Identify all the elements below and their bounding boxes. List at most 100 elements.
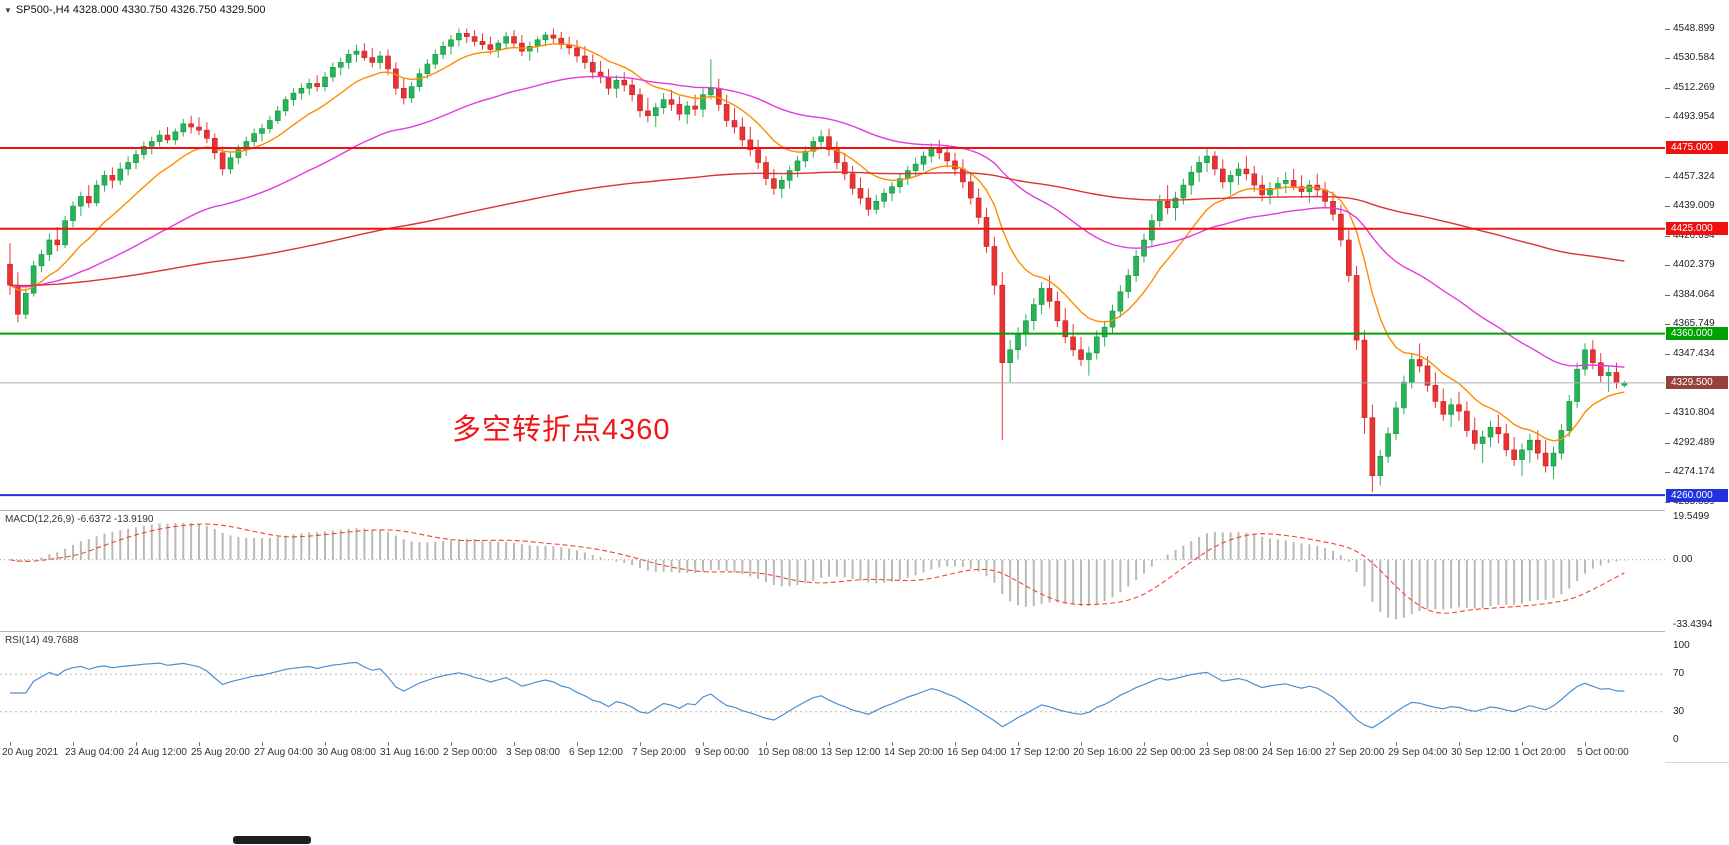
price-axis-tick-label: 4420.694 (1673, 230, 1715, 241)
time-axis-tickmark (1333, 742, 1334, 746)
time-axis[interactable]: 20 Aug 2021 23 Aug 04:00 24 Aug 12:00 25 Au… (0, 742, 1665, 764)
time-axis-tickmark (640, 742, 641, 746)
time-axis-tickmark (1018, 742, 1019, 746)
macd-panel-canvas[interactable] (0, 511, 1665, 631)
macd-axis-tick-label: 0.00 (1673, 554, 1693, 565)
level-badge-4425.000: 4425.000 (1666, 222, 1728, 235)
price-axis-tick-label: 4310.804 (1673, 407, 1715, 418)
macd-label: MACD(12,26,9) -6.6372 -13.9190 (5, 514, 154, 525)
ma-slow-red (9, 171, 1625, 287)
price-axis-tickmark (1665, 177, 1670, 178)
time-axis-label: 20 Aug 2021 (2, 747, 59, 758)
price-axis-tick-label: 4365.749 (1673, 318, 1715, 329)
rsi-axis-tick-label: 30 (1673, 706, 1685, 717)
time-axis-label: 2 Sep 00:00 (443, 747, 497, 758)
time-axis-label: 22 Sep 00:00 (1136, 747, 1196, 758)
time-axis-tickmark (73, 742, 74, 746)
price-axis-tick-label: 4548.899 (1673, 23, 1715, 34)
time-axis-label: 5 Oct 00:00 (1577, 747, 1629, 758)
price-axis-tickmark (1665, 88, 1670, 89)
rsi-panel-canvas[interactable] (0, 632, 1665, 742)
chart-title-bar: ▼ SP500-,H4 4328.000 4330.750 4326.750 4… (4, 3, 265, 17)
level-badge-4475.000: 4475.000 (1666, 141, 1728, 154)
time-axis-tickmark (388, 742, 389, 746)
price-axis-tickmark (1665, 58, 1670, 59)
ma-fast-orange (9, 43, 1625, 442)
price-axis-tick-label: 4530.584 (1673, 52, 1715, 63)
time-axis-label: 29 Sep 04:00 (1388, 747, 1448, 758)
rsi-axis-tick-label: 100 (1673, 640, 1690, 651)
time-axis-tickmark (1144, 742, 1145, 746)
time-axis-label: 20 Sep 16:00 (1073, 747, 1133, 758)
time-axis-tickmark (1207, 742, 1208, 746)
separator-price-macd[interactable] (0, 510, 1729, 511)
price-axis-tick-label: 4512.269 (1673, 82, 1715, 93)
symbol-ohlc-text: SP500-,H4 4328.000 4330.750 4326.750 432… (15, 4, 266, 16)
price-axis-tick-label: 4457.324 (1673, 171, 1715, 182)
price-axis-tickmark (1665, 265, 1670, 266)
price-axis-tickmark (1665, 29, 1670, 30)
time-axis-tickmark (829, 742, 830, 746)
macd-signal-line (9, 523, 1625, 614)
time-axis-tickmark (892, 742, 893, 746)
price-axis-tick-label: 4347.434 (1673, 348, 1715, 359)
time-axis-label: 27 Sep 20:00 (1325, 747, 1385, 758)
level-badge-4360.000: 4360.000 (1666, 327, 1728, 340)
time-axis-tickmark (1585, 742, 1586, 746)
price-chart-canvas[interactable] (0, 0, 1665, 510)
time-axis-label: 17 Sep 12:00 (1010, 747, 1070, 758)
rsi-line (10, 661, 1625, 729)
time-axis-tickmark (451, 742, 452, 746)
time-axis-label: 9 Sep 00:00 (695, 747, 749, 758)
price-axis-tickmark (1665, 324, 1670, 325)
candles-layer (7, 28, 1628, 492)
price-axis-tickmark (1665, 472, 1670, 473)
time-axis-label: 23 Sep 08:00 (1199, 747, 1259, 758)
time-axis-tickmark (136, 742, 137, 746)
time-axis-label: 27 Aug 04:00 (254, 747, 313, 758)
price-axis-tick-label: 4493.954 (1673, 111, 1715, 122)
time-axis-tickmark (955, 742, 956, 746)
price-axis-tickmark (1665, 502, 1670, 503)
time-axis-label: 23 Aug 04:00 (65, 747, 124, 758)
time-axis-tickmark (199, 742, 200, 746)
ma-mid-magenta (9, 75, 1625, 368)
price-axis-tick-label: 4292.489 (1673, 437, 1715, 448)
bottom-scrollbar-thumb[interactable] (233, 836, 311, 844)
symbol-dropdown-icon[interactable]: ▼ (4, 5, 12, 15)
time-axis-label: 24 Aug 12:00 (128, 747, 187, 758)
time-axis-label: 1 Oct 20:00 (1514, 747, 1566, 758)
time-axis-tickmark (577, 742, 578, 746)
price-axis-tickmark (1665, 354, 1670, 355)
time-axis-label: 31 Aug 16:00 (380, 747, 439, 758)
time-axis-label: 13 Sep 12:00 (821, 747, 881, 758)
time-axis-label: 10 Sep 08:00 (758, 747, 818, 758)
price-axis-tick-label: 4402.379 (1673, 259, 1715, 270)
price-axis-tickmark (1665, 236, 1670, 237)
time-axis-label: 14 Sep 20:00 (884, 747, 944, 758)
price-axis-tickmark (1665, 295, 1670, 296)
separator-macd-rsi[interactable] (0, 631, 1729, 632)
price-axis[interactable]: 4548.899 4530.584 4512.269 4493.954 4457.324… (1665, 0, 1729, 762)
macd-histogram (16, 522, 1626, 620)
time-axis-label: 3 Sep 08:00 (506, 747, 560, 758)
price-axis-tick-label: 4384.064 (1673, 289, 1715, 300)
time-axis-tickmark (1081, 742, 1082, 746)
time-axis-tickmark (766, 742, 767, 746)
time-axis-tickmark (1270, 742, 1271, 746)
rsi-axis-tick-label: 70 (1673, 668, 1685, 679)
time-axis-label: 24 Sep 16:00 (1262, 747, 1322, 758)
price-axis-tick-label: 4274.174 (1673, 466, 1715, 477)
time-axis-label: 6 Sep 12:00 (569, 747, 623, 758)
time-axis-tickmark (514, 742, 515, 746)
price-axis-tick-label: 4439.009 (1673, 200, 1715, 211)
time-axis-tickmark (10, 742, 11, 746)
macd-axis-tick-label: 19.5499 (1673, 511, 1710, 522)
rsi-axis-tick-label: 0 (1673, 734, 1679, 745)
annotation-text: 多空转折点4360 (452, 414, 671, 446)
time-axis-tickmark (325, 742, 326, 746)
time-axis-tickmark (262, 742, 263, 746)
price-axis-tickmark (1665, 443, 1670, 444)
time-axis-label: 30 Sep 12:00 (1451, 747, 1511, 758)
